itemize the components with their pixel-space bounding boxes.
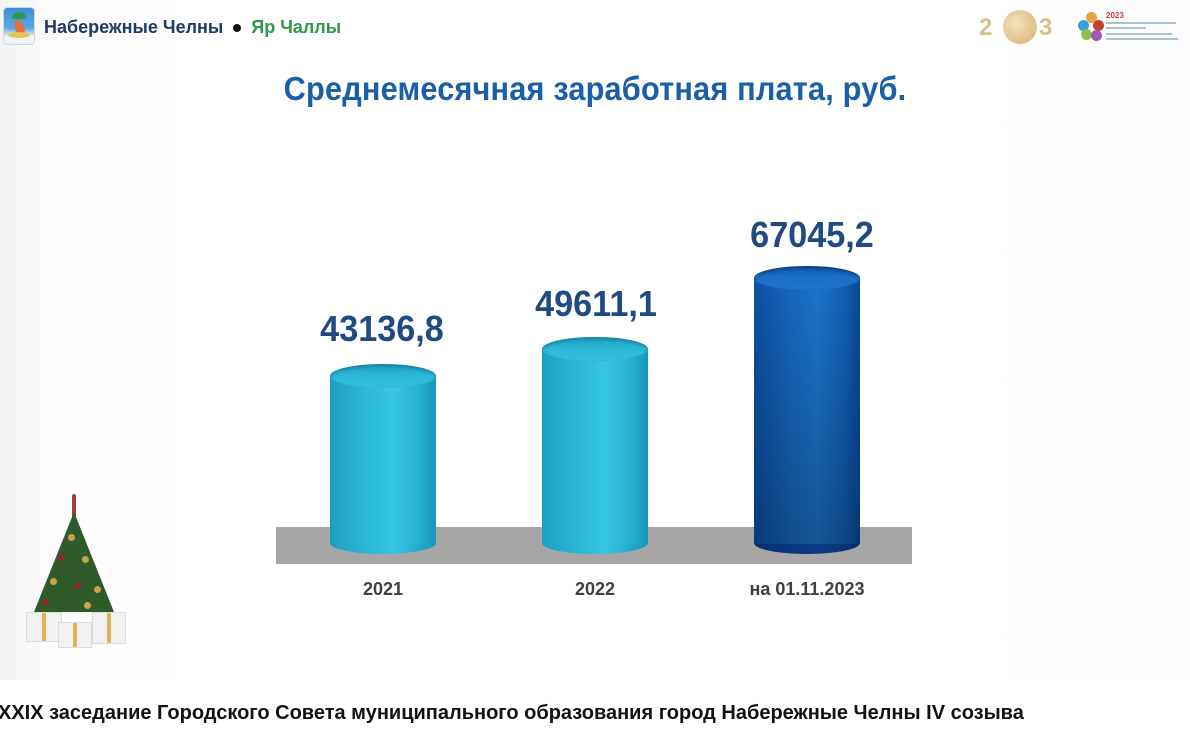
separator-dot-icon: [233, 23, 242, 32]
slide-title: Среднемесячная заработная плата, руб.: [283, 70, 907, 107]
brand-name-tatar: Яр Чаллы: [251, 17, 342, 37]
bar-2022: [542, 337, 648, 554]
bar-2023: [754, 266, 860, 554]
culture-year-label: 2023: [1106, 11, 1124, 20]
category-label-2022: 2022: [574, 579, 616, 599]
video-caption: XXIX заседание Городского Совета муницип…: [0, 702, 1024, 724]
bar-2021: [330, 364, 436, 554]
category-label-2023: на 01.11.2023: [749, 579, 865, 599]
christmas-tree-icon: [20, 494, 130, 649]
value-label-2022: 49611,1: [535, 283, 657, 324]
brand-header: Набережные Челны Яр Чаллы: [44, 17, 341, 38]
brand-name-russian: Набережные Челны: [44, 17, 224, 37]
presentation-slide: Набережные Челны Яр Чаллы 2 3 2023 Средн…: [0, 0, 1190, 680]
year-2023-emblem-icon: 2 3: [977, 10, 1063, 46]
value-label-2023: 67045,2: [750, 214, 874, 255]
culture-year-emblem-icon: 2023: [1078, 10, 1183, 46]
category-label-2021: 2021: [362, 579, 404, 599]
value-label-2021: 43136,8: [320, 308, 444, 349]
salary-bar-chart: 43136,8 49611,1 67045,2 2021 2022 на 01.…: [276, 214, 912, 599]
city-coat-of-arms-icon: [4, 8, 34, 44]
